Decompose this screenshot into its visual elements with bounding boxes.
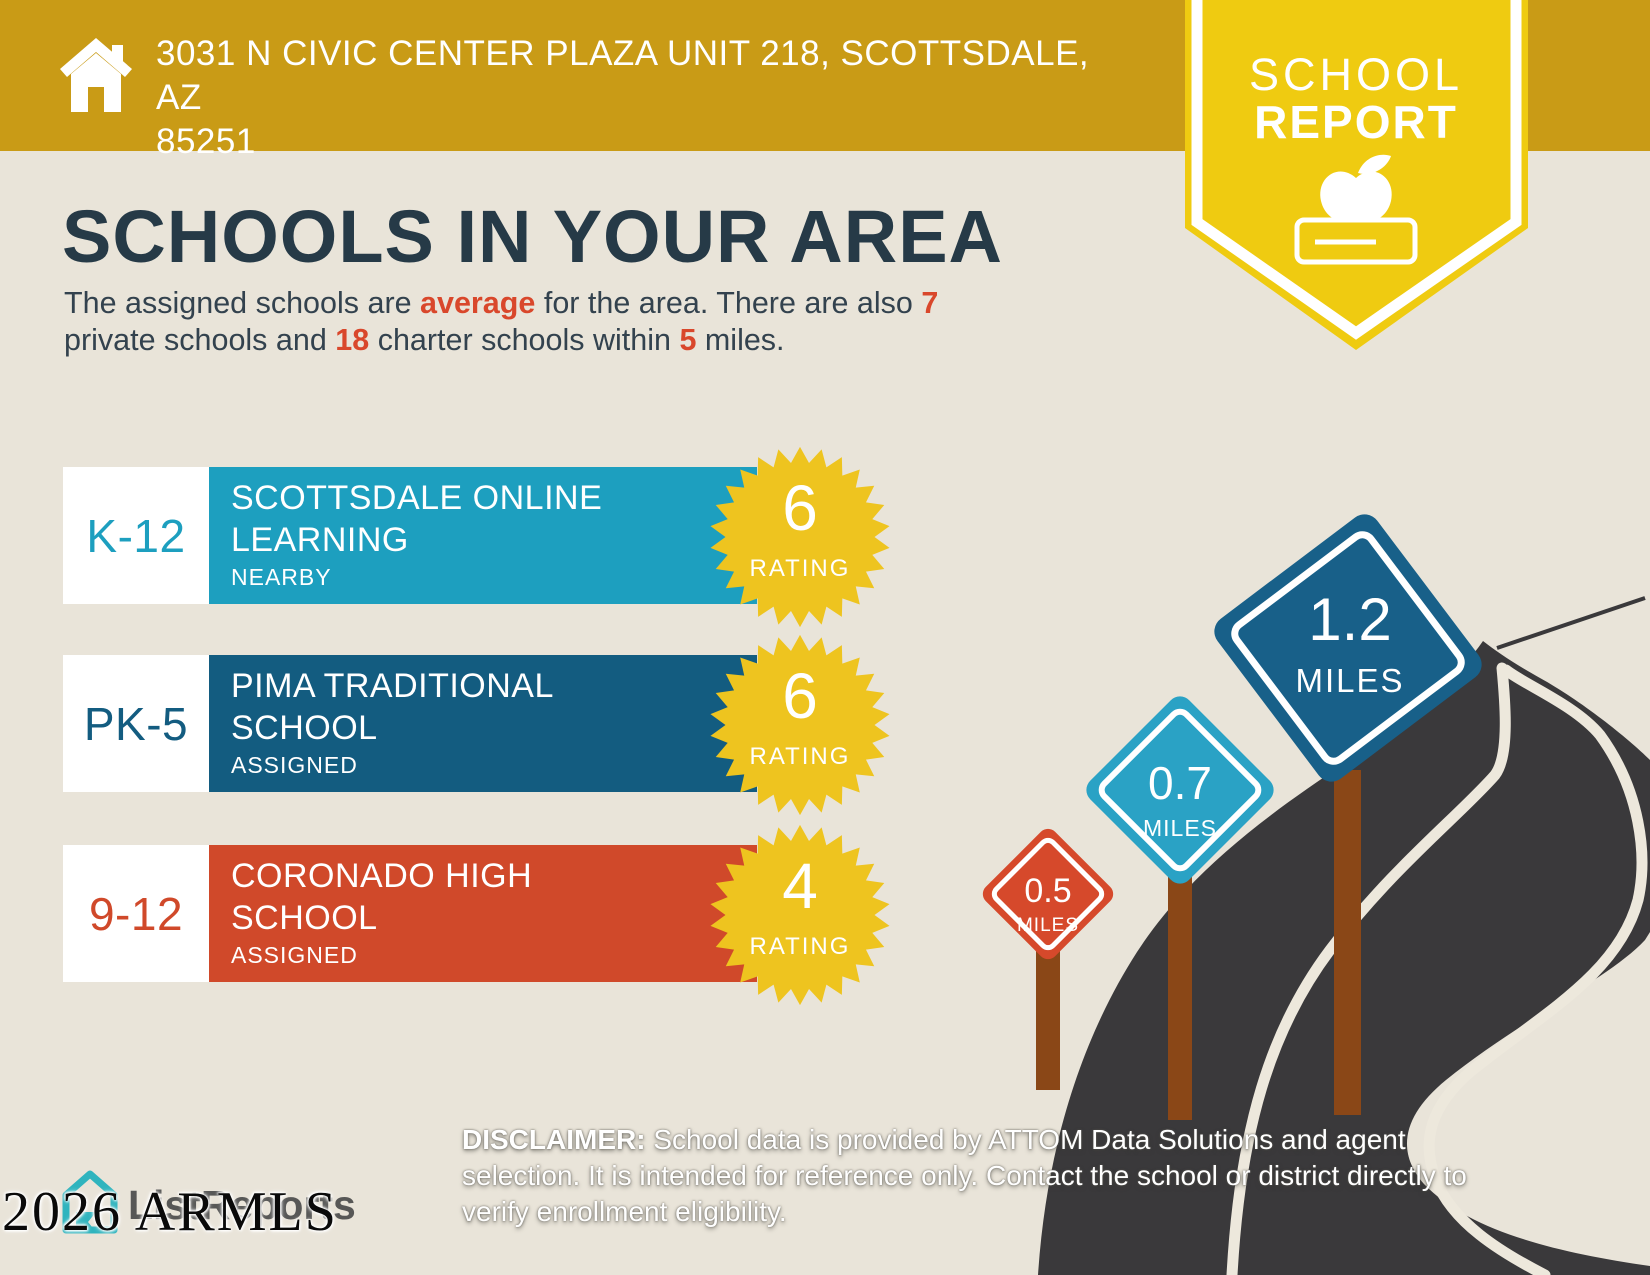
apple-icon [1320, 154, 1392, 222]
school-name: PIMA TRADITIONAL SCHOOL [231, 667, 554, 747]
rating-badge: 6 RATING [708, 633, 892, 817]
ribbon-shape [1185, 0, 1528, 350]
grade-range: 9-12 [88, 887, 184, 940]
distance-value: 0.5 [1024, 872, 1071, 910]
property-address: 3031 N CIVIC CENTER PLAZA UNIT 218, SCOT… [156, 32, 1116, 164]
rating-label: RATING [749, 933, 851, 960]
school-bar: CORONADO HIGH SCHOOL ASSIGNED [209, 845, 757, 982]
sign-post [1334, 770, 1361, 1115]
grade-range-box: K-12 [63, 467, 209, 604]
rating-value: 4 [782, 850, 818, 922]
road-stripe-right [1423, 664, 1648, 1275]
disclaimer-text: DISCLAIMER: School data is provided by A… [462, 1122, 1482, 1230]
ribbon-inner-outline [1191, 0, 1522, 340]
school-bar: SCOTTSDALE ONLINE LEARNING NEARBY [209, 467, 757, 604]
grade-range-box: 9-12 [63, 845, 209, 982]
school-bar: PIMA TRADITIONAL SCHOOL ASSIGNED [209, 655, 757, 792]
ribbon-title-line1: SCHOOL [1249, 49, 1463, 100]
horizon-line [1496, 596, 1646, 650]
rating-badge: 4 RATING [708, 823, 892, 1007]
listreports-logo: ListReports [62, 1168, 356, 1234]
distance-unit: MILES [1295, 662, 1404, 699]
page-subtitle: The assigned schools are average for the… [64, 286, 939, 357]
rating-value: 6 [782, 660, 818, 732]
road-stripe-left [1226, 662, 1511, 1275]
grade-range-box: PK-5 [63, 655, 209, 792]
armls-watermark: 2026 ARMLS [2, 1181, 338, 1243]
disclaimer-body: School data is provided by ATTOM Data So… [462, 1124, 1467, 1227]
school-name: CORONADO HIGH SCHOOL [231, 857, 533, 937]
starburst-icon [710, 446, 890, 628]
school-report-ribbon: SCHOOL REPORT [1185, 0, 1528, 350]
distance-unit: MILES [1017, 915, 1079, 936]
disclaimer-label: DISCLAIMER: [462, 1124, 646, 1155]
sign-post [1168, 872, 1192, 1120]
distance-value: 1.2 [1308, 586, 1391, 653]
school-tag: NEARBY [231, 564, 332, 590]
distance-sign-0.5-miles: 0.5 MILES [982, 828, 1114, 960]
school-row-pima-traditional: PK-5 PIMA TRADITIONAL SCHOOL ASSIGNED 6 … [0, 634, 900, 816]
distance-value: 0.7 [1148, 757, 1212, 809]
home-icon [60, 38, 132, 112]
starburst-icon [710, 634, 890, 816]
starburst-icon [710, 824, 890, 1006]
school-tag: ASSIGNED [231, 752, 358, 778]
distance-sign-1.2-miles: 1.2 MILES [1214, 514, 1482, 782]
rating-value: 6 [782, 472, 818, 544]
listreports-house-icon [62, 1170, 118, 1234]
distance-sign-0.7-miles: 0.7 MILES [1086, 696, 1274, 884]
grade-range: PK-5 [83, 697, 189, 750]
grade-range: K-12 [86, 509, 186, 562]
listreports-logo-text: ListReports [128, 1182, 356, 1228]
school-name: SCOTTSDALE ONLINE LEARNING [231, 479, 603, 559]
sign-post [1036, 940, 1060, 1090]
school-tag: ASSIGNED [231, 942, 358, 968]
rating-label: RATING [749, 555, 851, 582]
page-title: SCHOOLS IN YOUR AREA [62, 195, 1003, 278]
distance-unit: MILES [1143, 815, 1217, 841]
rating-badge: 6 RATING [708, 445, 892, 629]
road-illustration: 0.5 MILES 0.7 MILES 1.2 MILES [982, 514, 1650, 1275]
book-icon [1294, 217, 1418, 265]
school-row-coronado-high: 9-12 CORONADO HIGH SCHOOL ASSIGNED 4 RAT… [0, 824, 900, 1006]
school-row-scottsdale-online-learning: K-12 SCOTTSDALE ONLINE LEARNING NEARBY 6… [0, 446, 900, 628]
rating-label: RATING [749, 743, 851, 770]
address-line1: 3031 N CIVIC CENTER PLAZA UNIT 218, SCOT… [156, 34, 1090, 117]
ribbon-title-line2: REPORT [1254, 96, 1458, 148]
address-line2: 85251 [156, 122, 256, 161]
